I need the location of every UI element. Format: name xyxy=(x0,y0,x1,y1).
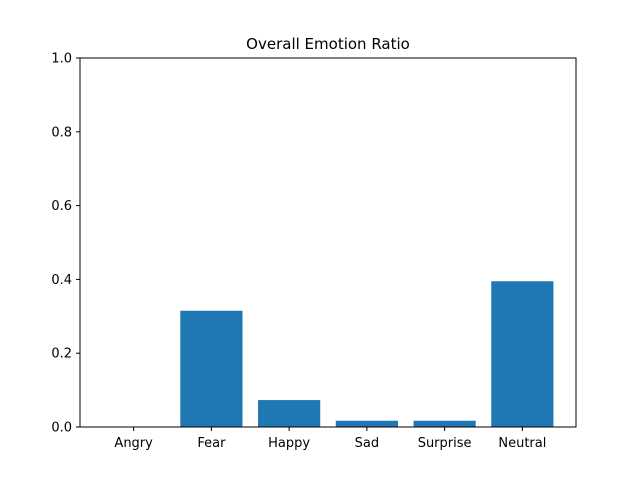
y-tick-label: 0.0 xyxy=(51,421,72,436)
x-tick-label: Fear xyxy=(197,436,226,451)
y-axis-ticks: 0.0 0.2 0.4 0.6 0.8 1.0 xyxy=(51,52,80,436)
bar-neutral xyxy=(491,281,554,427)
bar-fear xyxy=(180,310,243,427)
x-tick-label: Sad xyxy=(355,436,379,451)
x-tick-label: Happy xyxy=(268,436,310,451)
y-tick-label: 0.2 xyxy=(51,347,72,362)
plot-frame xyxy=(79,57,577,428)
x-axis-ticks: Angry Fear Happy Sad Surprise Neutral xyxy=(114,427,546,451)
y-tick-label: 0.4 xyxy=(51,273,72,288)
bar-surprise xyxy=(413,420,476,427)
bars-group xyxy=(180,281,554,427)
bar-happy xyxy=(258,400,321,427)
x-tick-label: Neutral xyxy=(498,436,546,451)
x-tick-label: Surprise xyxy=(418,436,472,451)
bar-sad xyxy=(335,420,398,427)
x-tick-label: Angry xyxy=(114,436,153,451)
y-tick-label: 0.6 xyxy=(51,199,72,214)
y-tick-label: 0.8 xyxy=(51,125,72,140)
chart-title: Overall Emotion Ratio xyxy=(246,35,410,53)
y-tick-label: 1.0 xyxy=(51,52,72,67)
